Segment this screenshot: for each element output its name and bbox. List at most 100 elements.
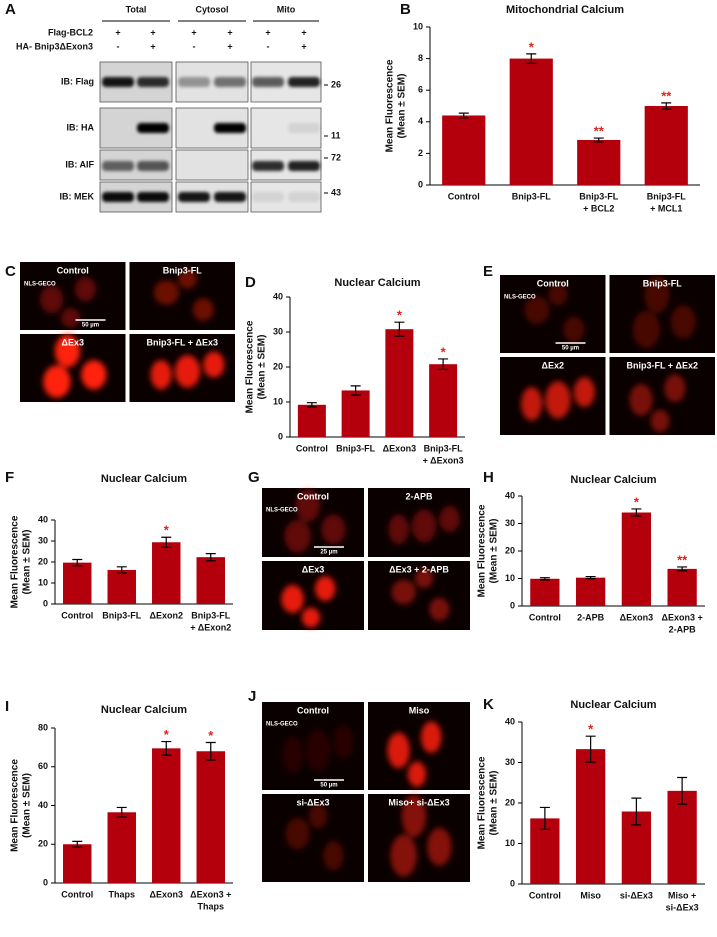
y-tick-label: 20 [38,839,48,849]
x-tick-label: Thaps [197,901,224,911]
x-tick-label: ΔExon3 [620,612,653,622]
error-bar [526,53,537,64]
image-caption: Control [297,705,329,715]
cell [150,360,172,390]
scale-label: 50 µm [82,323,99,329]
y-tick-label: 80 [38,722,48,732]
cell [439,505,460,533]
image-caption: Bnip3-FL + ΔEx2 [626,360,698,370]
cell [295,488,321,522]
cells [40,276,96,328]
blot-band [214,192,246,202]
panel-letter: J [248,688,256,705]
x-tick-label: ΔExon3 [150,889,183,899]
cell [390,834,417,877]
x-tick-label: Bnip3-FL [102,610,141,620]
group-label: Mito [277,4,296,14]
y-axis-label: Mean Fluorescence [10,759,21,852]
y-tick-label: 30 [38,535,48,545]
image-caption: Bnip3-FL [163,265,202,275]
panel-letter: D [245,274,256,291]
image-caption: Miso [409,705,430,715]
y-tick-label: 0 [43,598,48,608]
cell [323,840,344,871]
x-tick-label: 2-APB [577,612,605,622]
blot-band [137,123,169,133]
significance: * [441,344,447,359]
x-tick-label: Bnip3-FL [424,443,463,453]
probe-label: NLS-GECO [266,722,298,728]
panel-letter: F [5,469,14,486]
bar [63,844,92,883]
significance: ** [677,552,688,567]
x-tick-label: Bnip3-FL [579,191,618,201]
error-bar [539,806,550,830]
cell [81,360,107,390]
panel-letter: H [483,469,494,486]
error-bar [205,553,216,562]
error-bar [593,137,604,143]
cell [632,310,661,349]
blot-band [178,192,210,202]
bar [152,542,181,604]
panel-letter: E [483,263,493,280]
image-caption: Bnip3-FL [643,278,682,288]
cell [192,298,214,322]
cells [153,269,214,322]
significance: * [529,39,535,54]
cell [203,351,225,378]
image-caption: ΔEx3 [62,337,84,347]
blot-band [137,161,169,171]
cell [670,304,697,339]
y-tick-label: 10 [38,577,48,587]
y-tick-label: 8 [418,53,423,63]
cell [178,269,198,289]
cells [282,724,354,774]
blot-row-label: IB: Flag [61,76,94,86]
y-tick-label: 6 [418,85,423,95]
y-tick-label: 0 [510,878,515,888]
blot-band [137,77,169,87]
condition-sign: + [227,27,232,37]
error-bar [116,566,127,574]
bar [575,577,606,606]
cell [427,827,452,866]
image-caption: Control [537,278,569,288]
error-bar [585,575,596,580]
y-tick-label: 20 [273,361,283,371]
error-bar [72,558,83,567]
x-tick-label: + BCL2 [583,203,614,213]
blot-band [102,192,134,202]
error-bar [585,735,596,763]
cell [315,576,336,602]
blot-band [288,123,320,133]
y-tick-label: 30 [505,757,515,767]
cell [174,355,201,388]
cell [301,607,321,628]
bar [442,115,486,185]
cell [391,579,416,605]
y-tick-label: 10 [505,838,515,848]
cell [644,275,670,314]
chart-title: Nuclear Calcium [334,277,420,289]
error-bar [631,508,642,517]
significance: * [588,722,594,737]
y-tick-label: 4 [418,116,423,126]
error-bar [116,806,127,818]
significance: * [634,494,640,509]
size-marker: 11 [331,130,341,140]
blot-strip [175,149,249,181]
error-bar [306,402,317,408]
condition-sign: - [267,41,270,51]
blot-band [214,123,246,133]
x-tick-label: si-ΔEx3 [620,890,653,900]
y-axis-label: (Mean ± SEM) [397,74,408,139]
x-tick-label: Bnip3-FL [336,443,375,453]
cell [387,732,410,769]
chart-title: Nuclear Calcium [101,473,187,485]
x-tick-label: + ΔExon3 [423,455,464,465]
significance: * [208,728,214,743]
panel-letter: A [5,1,16,18]
condition-sign: + [301,41,306,51]
x-tick-label: Control [296,443,328,453]
